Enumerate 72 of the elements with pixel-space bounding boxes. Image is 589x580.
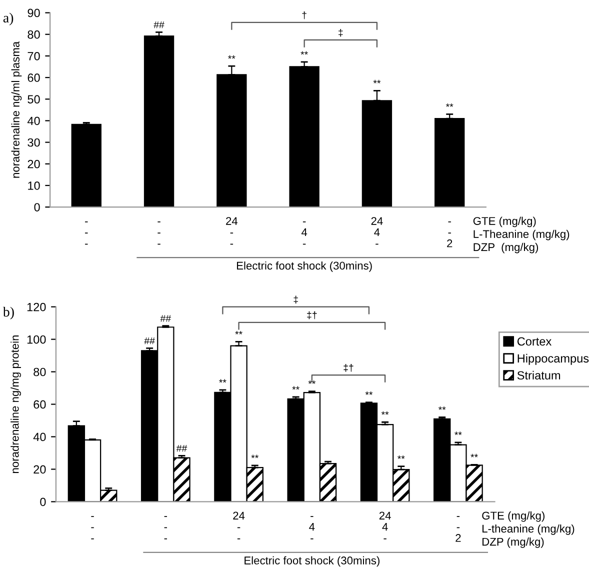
legend-label: Striatum <box>517 370 560 380</box>
text: Electric foot shock (30mins) <box>237 261 372 272</box>
data-label: ** <box>446 103 454 107</box>
y-tick-label: 20 <box>34 465 46 474</box>
text: Electric foot shock (30mins) <box>244 556 380 567</box>
x-tick-label: - - - <box>91 516 94 540</box>
x-tick-label: - - - <box>85 221 88 245</box>
bar <box>71 124 102 208</box>
y-tick-label: 0 <box>34 203 40 212</box>
text: GTE (mg/kg) <box>473 216 536 228</box>
y-tick-label: 100 <box>27 335 46 344</box>
text: ‡ <box>294 296 298 304</box>
y-tick-label: 80 <box>28 30 40 39</box>
x-tick-label: - - - <box>164 516 168 540</box>
x-tick-label: 24 4 - <box>379 512 391 540</box>
data-label: ** <box>381 411 389 415</box>
x-tick-label: 24 4 - <box>371 217 383 245</box>
data-label: ## <box>154 21 164 28</box>
bar <box>434 118 465 208</box>
data-label: ** <box>438 406 446 410</box>
legend-label: Cortex <box>517 337 552 346</box>
x-tick-label: - - 2 <box>447 221 452 248</box>
data-label: ** <box>470 454 478 458</box>
y-tick-label: 20 <box>28 160 40 168</box>
x-tick-label: - - 2 <box>456 516 461 542</box>
text: GTE (mg/kg) <box>482 511 544 522</box>
text: DZP (mg/kg) <box>474 242 538 254</box>
data-label: ** <box>292 386 300 390</box>
text: L-theanine (mg/kg) <box>482 524 574 535</box>
data-label: ** <box>365 392 373 395</box>
y-tick-label: 70 <box>28 52 40 60</box>
x-tick-label: - 4 - <box>309 516 315 540</box>
y-tick-label: 80 <box>34 368 46 376</box>
y-tick-label: 60 <box>28 74 40 82</box>
y-tick-label: 30 <box>28 138 40 147</box>
y-tick-label: 10 <box>28 182 40 190</box>
data-label: ** <box>373 80 381 84</box>
y-tick-label: 120 <box>27 302 46 312</box>
y-tick-label: 40 <box>27 116 40 126</box>
bar <box>289 66 320 208</box>
data-label: ## <box>160 315 172 322</box>
x-tick-label: - 4 - <box>301 221 308 245</box>
x-tick-label: 24 - - <box>233 512 245 540</box>
data-label: ** <box>300 51 308 55</box>
annotation: ‡† <box>307 311 317 320</box>
text: a) <box>3 12 14 26</box>
data-label: ## <box>144 337 155 344</box>
data-label: ** <box>228 55 236 59</box>
x-tick-label: - - - <box>158 221 160 245</box>
y-axis-title: noradrenaline ng/ml plasma <box>11 41 22 178</box>
y-axis-title: noradrenaline ng/mg protein <box>10 335 21 474</box>
y-tick-label: 60 <box>34 400 46 409</box>
text: DZP (mg/kg) <box>482 538 544 548</box>
bar <box>144 36 174 208</box>
y-tick-label: 0 <box>40 498 46 506</box>
annotation: ‡† <box>344 364 354 372</box>
x-tick-label: 24 - - <box>226 217 238 245</box>
annotation: † <box>302 11 306 20</box>
text: L-Theanine (mg/kg) <box>474 230 570 240</box>
y-tick-label: 40 <box>33 432 46 442</box>
annotation: ‡ <box>338 28 343 37</box>
y-tick-label: 90 <box>28 8 40 18</box>
data-label: ** <box>308 380 316 384</box>
data-label: ** <box>398 456 405 459</box>
data-label: ** <box>235 330 242 334</box>
y-tick-label: 50 <box>28 95 40 104</box>
data-label: ** <box>251 454 259 458</box>
data-label: ** <box>219 379 226 383</box>
data-label: ** <box>454 432 462 436</box>
legend-label: Hippocampus <box>518 354 589 365</box>
text: b) <box>2 306 14 320</box>
data-label: ## <box>176 444 188 452</box>
